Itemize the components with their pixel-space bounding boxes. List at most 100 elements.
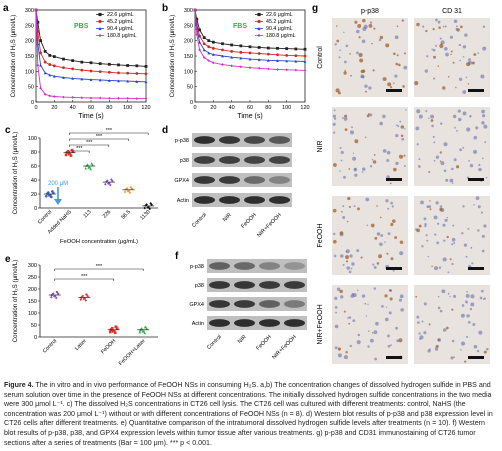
- chart-e-data-point: [56, 292, 60, 296]
- chart-e-data-point: [115, 327, 119, 330]
- histology-stain-cell: [443, 169, 447, 173]
- histology-tile: [332, 107, 408, 186]
- histology-stain-cell: [403, 65, 408, 70]
- histology-tile: [332, 18, 408, 97]
- chart-b-series-line: [194, 9, 306, 71]
- blot-d-band: [269, 156, 290, 164]
- histology-stain-cell: [478, 163, 481, 167]
- chart-a-ytick-label: 200: [25, 39, 34, 45]
- chart-b-series-line: [194, 9, 306, 62]
- chart-b-data-point: [294, 59, 298, 63]
- chart-a-data-point: [126, 96, 130, 100]
- chart-b-data-point: [276, 46, 279, 50]
- blot-d-blot-strip: [192, 173, 292, 187]
- chart-b-data-point: [276, 59, 279, 62]
- histology-stain-cell: [392, 82, 395, 85]
- histology-stain-cell: [396, 54, 399, 57]
- histology-stain-cell: [392, 269, 395, 272]
- chart-b-legend-entry: 22.6 μg/mL: [266, 12, 293, 18]
- chart-a-pbs: 0 20 40 60 80 100 120 0 50 100 150 200 250 300 Time (s…: [10, 8, 151, 120]
- histology-stain-cell: [459, 59, 462, 62]
- histology-stain-cell: [340, 150, 344, 155]
- histology-stain-cell: [467, 227, 470, 230]
- histology-stain-cell: [360, 256, 363, 259]
- histology-stain-cell: [467, 83, 470, 85]
- histology-stain-cell: [395, 161, 399, 166]
- chart-e-tumor-h2s: 0 50 100 150 200 250 300 Concentration of H₂S (…: [12, 260, 158, 367]
- histology-stain-cell: [337, 353, 342, 358]
- chart-a-data-point: [80, 96, 84, 100]
- histology-stain-cell: [425, 29, 428, 33]
- chart-c-significance-bracket: [69, 144, 110, 147]
- chart-e-data-point: [138, 330, 142, 334]
- chart-a-data-point: [126, 64, 130, 67]
- histology-stain-cell: [337, 91, 341, 95]
- histology-stain-cell: [398, 63, 401, 67]
- histology-stain-cell: [423, 217, 427, 221]
- chart-c-significance-label: ***: [96, 134, 103, 140]
- chart-e-significance-label: ***: [81, 274, 88, 280]
- histology-stain-cell: [388, 311, 392, 315]
- histology-stain-cell: [343, 355, 348, 360]
- histology-stain-cell: [347, 196, 351, 201]
- chart-e-ytick-label: 300: [28, 263, 37, 269]
- histology-stain-cell: [403, 52, 406, 55]
- chart-a-xlabel: Time (s): [78, 113, 103, 120]
- chart-c-data-point: [65, 151, 69, 154]
- chart-a-data-point: [117, 79, 120, 83]
- chart-b-data-point: [266, 46, 270, 50]
- histology-stain-cell: [399, 120, 402, 123]
- histology-stain-cell: [442, 328, 447, 332]
- histology-stain-cell: [344, 69, 347, 72]
- histology-stain-cell: [465, 255, 468, 258]
- histology-stain-cell: [348, 168, 351, 170]
- blot-f-band: [284, 319, 305, 327]
- chart-c-data-point: [111, 179, 114, 183]
- chart-a-data-point: [107, 96, 111, 100]
- chart-c-data-point: [48, 194, 51, 197]
- chart-b-data-point: [303, 54, 307, 58]
- histology-stain-cell: [453, 294, 457, 298]
- chart-e-group: [107, 325, 120, 335]
- chart-b-data-point: [211, 40, 215, 44]
- histology-stain-cell: [451, 182, 454, 184]
- histology-stain-cell: [351, 126, 353, 129]
- histology-stain-cell: [376, 205, 378, 207]
- histology-stain-cell: [428, 323, 431, 326]
- histology-stain-cell: [445, 52, 449, 57]
- histology-stain-cell: [397, 125, 400, 128]
- chart-e-ytick-label: 100: [28, 311, 37, 317]
- histology-stain-cell: [435, 18, 438, 22]
- chart-b-series-line: [194, 9, 306, 57]
- histology-stain-cell: [446, 216, 449, 219]
- chart-a-xtick-label: 20: [51, 105, 57, 111]
- histology-tile: [332, 285, 408, 364]
- blot-d-band: [244, 136, 265, 144]
- histology-stain-cell: [444, 218, 448, 222]
- histology-stain-cell: [468, 60, 473, 65]
- chart-a-series: [34, 8, 148, 101]
- scale-bar: [386, 178, 402, 181]
- histology-stain-cell: [436, 222, 440, 225]
- histology-stain-cell: [432, 135, 435, 138]
- blot-d-lane-label: Control: [191, 212, 208, 229]
- histology-stain-cell: [364, 302, 367, 305]
- chart-b-xtick-label: 100: [282, 105, 291, 111]
- histology-stain-cell: [424, 225, 427, 228]
- chart-a-data-point: [126, 71, 130, 75]
- chart-c-data-point: [64, 153, 68, 157]
- chart-e-ytick-label: 0: [34, 335, 37, 341]
- histology-stain-cell: [343, 60, 347, 64]
- histology-stain-cell: [431, 265, 433, 268]
- histology-stain-cell: [425, 234, 428, 237]
- chart-b-data-point: [221, 63, 224, 66]
- histology-stain-cell: [349, 344, 352, 348]
- chart-c-data-point: [128, 191, 132, 195]
- chart-a-data-point: [117, 71, 120, 75]
- histology-stain-cell: [469, 307, 473, 311]
- histology-stain-cell: [340, 159, 343, 162]
- histology-stain-cell: [462, 45, 467, 49]
- blot-f-row-label: p-p38: [190, 264, 204, 270]
- histology-stain-cell: [386, 150, 391, 155]
- panel-letter-a: a: [3, 3, 9, 14]
